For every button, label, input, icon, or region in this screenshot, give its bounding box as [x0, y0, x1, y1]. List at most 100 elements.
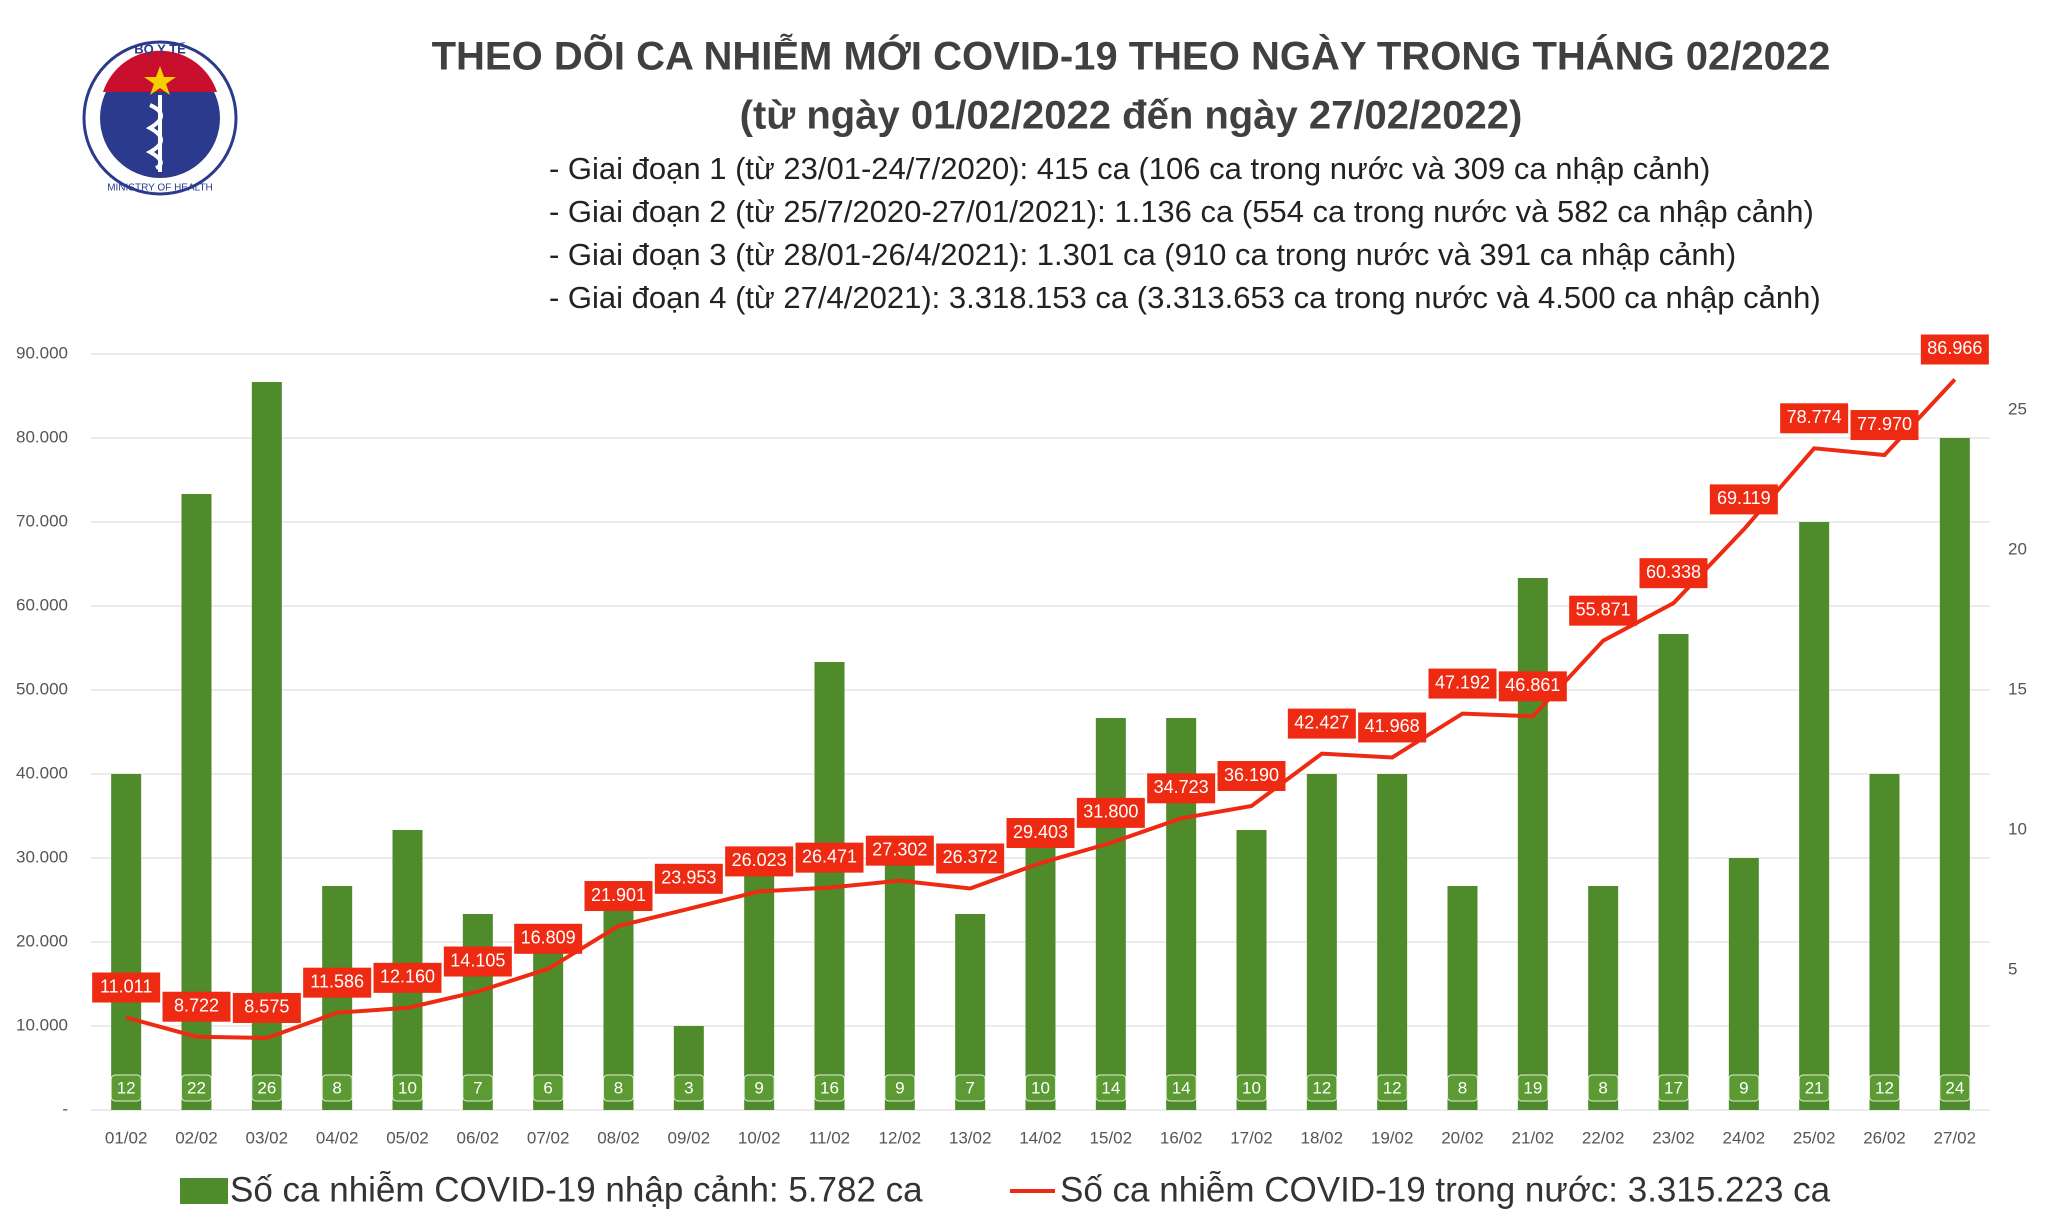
- line-label: 8.722: [174, 995, 219, 1015]
- bar-label: 3: [684, 1078, 693, 1097]
- y2-tick-label: 20: [2008, 539, 2027, 558]
- bar-label-box: [1517, 1074, 1549, 1102]
- y2-tick-label: 10: [2008, 819, 2027, 838]
- line-label-box: [865, 835, 934, 866]
- bar-label-box: [532, 1074, 564, 1102]
- line-label-box: [162, 991, 231, 1022]
- bar-label-box: [954, 1074, 986, 1102]
- line-label: 14.105: [450, 950, 505, 970]
- y2-tick-label: 25: [2008, 399, 2027, 418]
- bar: [1377, 774, 1408, 1110]
- note: - Giai đoạn 4 (từ 27/4/2021): 3.318.153 …: [549, 280, 1821, 315]
- y2-tick-label: 5: [2008, 959, 2017, 978]
- bar: [251, 382, 282, 1110]
- bar-label-box: [1728, 1074, 1760, 1102]
- bar-label-box: [462, 1074, 494, 1102]
- bar-label-box: [1587, 1074, 1619, 1102]
- x-tick-label: 26/02: [1863, 1128, 1906, 1147]
- line-label-box: [1076, 797, 1145, 828]
- bar-label: 26: [257, 1078, 276, 1097]
- bar: [1728, 858, 1759, 1110]
- bar-label-box: [1798, 1074, 1830, 1102]
- line-label: 55.871: [1576, 599, 1631, 619]
- logo: BỘ Y TẾ MINISTRY OF HEALTH: [82, 40, 238, 196]
- bar: [1306, 774, 1337, 1110]
- line-label-box: [373, 962, 442, 993]
- line-label: 11.011: [100, 976, 152, 996]
- x-tick-label: 21/02: [1512, 1128, 1555, 1147]
- x-tick-label: 06/02: [457, 1128, 500, 1147]
- note: - Giai đoạn 3 (từ 28/01-26/4/2021): 1.30…: [549, 237, 1736, 272]
- bar: [1517, 578, 1548, 1110]
- bar-label-box: [1306, 1074, 1338, 1102]
- line-label: 78.774: [1787, 407, 1842, 427]
- bar-label-box: [884, 1074, 916, 1102]
- line-label-box: [1639, 558, 1708, 589]
- x-tick-label: 07/02: [527, 1128, 570, 1147]
- line-label-box: [303, 967, 372, 998]
- bar-label-box: [1658, 1074, 1689, 1102]
- line-label: 86.966: [1927, 338, 1982, 358]
- line-label: 11.586: [310, 971, 364, 991]
- line-label: 26.023: [732, 850, 787, 870]
- line-label-box: [92, 972, 161, 1003]
- logo-bottom: MINISTRY OF HEALTH: [107, 183, 213, 194]
- bar-label: 8: [332, 1078, 341, 1097]
- line-label-box: [514, 923, 583, 954]
- logo-top: BỘ Y TẾ: [134, 41, 186, 56]
- y-tick-label: 40.000: [16, 763, 68, 782]
- line-label-box: [232, 992, 301, 1023]
- logo-snake: [145, 103, 163, 170]
- bar-label-box: [251, 1074, 283, 1102]
- bar-label-box: [110, 1074, 142, 1102]
- bar-label-box: [814, 1074, 845, 1102]
- bar-label-box: [1939, 1074, 1971, 1102]
- line-label: 77.970: [1857, 414, 1912, 434]
- line-label-box: [1006, 818, 1075, 849]
- line-label-box: [584, 881, 653, 912]
- line-label-box: [654, 863, 723, 894]
- x-tick-label: 03/02: [246, 1128, 289, 1147]
- line-label-box: [936, 843, 1005, 874]
- line-label: 12.160: [380, 967, 435, 987]
- bar-label: 12: [1312, 1078, 1331, 1097]
- x-tick-label: 20/02: [1441, 1128, 1484, 1147]
- line-label-box: [725, 846, 794, 877]
- x-tick-label: 10/02: [738, 1128, 781, 1147]
- y-tick-label: 90.000: [16, 343, 68, 362]
- bar-label: 10: [1242, 1078, 1261, 1097]
- bar-label-box: [1376, 1074, 1408, 1102]
- x-tick-label: 13/02: [949, 1128, 992, 1147]
- x-tick-label: 24/02: [1723, 1128, 1766, 1147]
- line-label: 36.190: [1224, 765, 1279, 785]
- x-tick-label: 04/02: [316, 1128, 359, 1147]
- line-label-box: [1920, 334, 1989, 365]
- x-tick-label: 14/02: [1019, 1128, 1062, 1147]
- bar: [322, 886, 353, 1110]
- line-label: 47.192: [1435, 672, 1490, 692]
- bar-label-box: [1447, 1074, 1478, 1102]
- y-tick-label: 70.000: [16, 511, 68, 530]
- x-tick-label: 05/02: [386, 1128, 429, 1147]
- bar-label-box: [392, 1074, 423, 1102]
- line-label: 21.901: [591, 885, 646, 905]
- bar-label-box: [603, 1074, 634, 1102]
- bar-label-box: [673, 1074, 705, 1102]
- y-tick-label: -: [62, 1099, 68, 1118]
- line-label: 26.471: [802, 846, 857, 866]
- bar-label: 9: [1739, 1078, 1748, 1097]
- bar-label: 24: [1945, 1078, 1964, 1097]
- bar-label: 8: [614, 1078, 623, 1097]
- x-tick-label: 12/02: [879, 1128, 922, 1147]
- bar-label: 9: [754, 1078, 763, 1097]
- line-label-box: [1147, 773, 1216, 804]
- line-label: 31.800: [1083, 802, 1138, 822]
- bar-label-box: [743, 1074, 775, 1102]
- x-tick-label: 16/02: [1160, 1128, 1203, 1147]
- line-label-box: [1287, 708, 1356, 739]
- bar: [1658, 634, 1689, 1110]
- bar-label-box: [321, 1074, 353, 1102]
- x-tick-label: 08/02: [597, 1128, 640, 1147]
- bar-label: 12: [1383, 1078, 1402, 1097]
